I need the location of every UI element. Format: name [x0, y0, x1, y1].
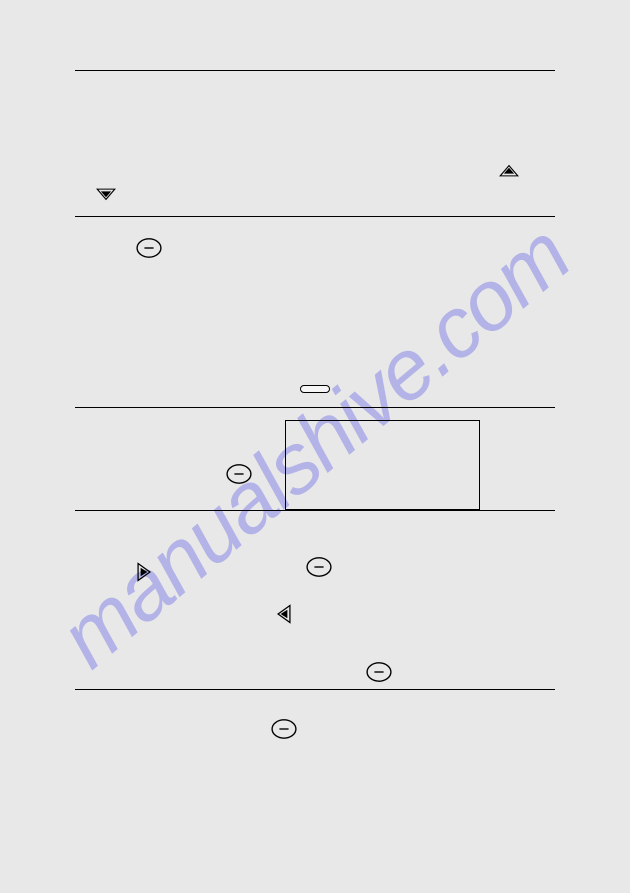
oval-button-icon — [135, 237, 163, 259]
section-1 — [75, 71, 555, 216]
display-box — [285, 420, 480, 510]
oval-button-icon — [225, 463, 253, 485]
triangle-down-icon — [95, 186, 117, 204]
slot-icon — [300, 385, 330, 393]
page-content — [0, 0, 630, 800]
section-3 — [75, 408, 555, 510]
section-2 — [75, 217, 555, 407]
section-4 — [75, 511, 555, 689]
oval-button-icon — [305, 556, 333, 578]
triangle-up-icon — [498, 161, 520, 179]
section-5 — [75, 690, 555, 760]
triangle-left-icon — [275, 603, 293, 625]
oval-button-icon — [270, 718, 298, 740]
oval-button-icon — [365, 661, 393, 683]
triangle-right-icon — [135, 561, 153, 583]
